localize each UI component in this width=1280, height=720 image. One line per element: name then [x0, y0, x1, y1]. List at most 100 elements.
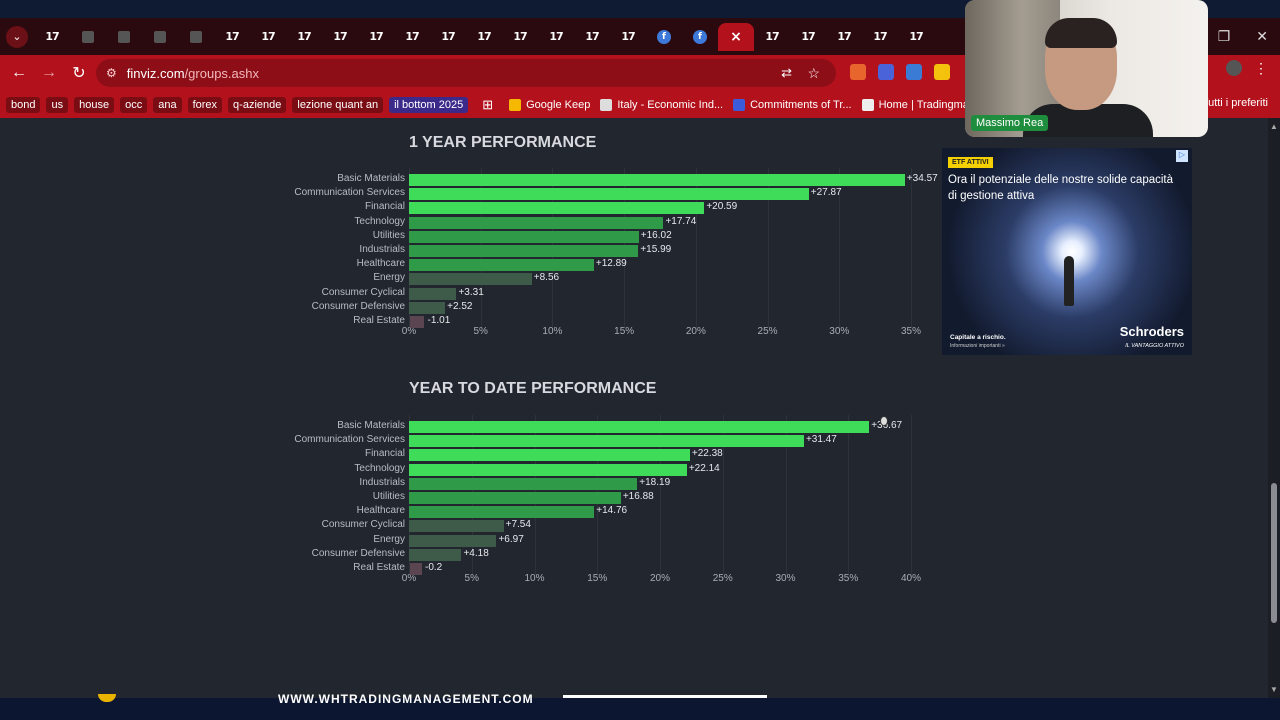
x-tick-label: 20%: [649, 573, 671, 584]
chart-tab-icon: [118, 30, 130, 43]
scroll-down-icon[interactable]: ▼: [1270, 685, 1278, 694]
bookmark-folder[interactable]: bond: [6, 96, 41, 113]
browser-tab[interactable]: [70, 23, 106, 51]
bookmark-folder[interactable]: il bottom 2025: [389, 96, 469, 113]
browser-tab[interactable]: [178, 23, 214, 51]
browser-tab[interactable]: f: [646, 23, 682, 51]
scroll-thumb[interactable]: [1271, 483, 1277, 623]
bookmark-folder[interactable]: forex: [187, 96, 223, 113]
apps-grid-icon[interactable]: ⊞: [482, 96, 494, 112]
bookmark-folder[interactable]: q-aziende: [228, 96, 287, 113]
adchoices-icon[interactable]: ▷: [1176, 150, 1188, 162]
performance-bar: [409, 174, 905, 186]
forward-icon[interactable]: →: [41, 64, 57, 81]
ad-info-link[interactable]: Informazioni importanti »: [950, 343, 1005, 349]
browser-tab[interactable]: 17: [322, 23, 358, 51]
menu-icon[interactable]: ⋮: [1254, 60, 1268, 76]
browser-tab[interactable]: 17: [214, 23, 250, 51]
bookmark-label: Italy - Economic Ind...: [617, 98, 724, 111]
url-field[interactable]: ⚙ finviz.com/groups.ashx ⇄ ☆: [96, 59, 836, 87]
browser-tab[interactable]: 17: [286, 23, 322, 51]
bookmark-folder[interactable]: occ: [120, 96, 148, 113]
profile-area: ⋮: [1226, 60, 1268, 77]
url-domain: finviz.com: [126, 65, 185, 81]
browser-tab[interactable]: [142, 23, 178, 51]
tradingview-icon: 17: [909, 30, 923, 43]
bookmark-link[interactable]: Commitments of Tr...: [733, 98, 852, 111]
browser-tab[interactable]: 17: [538, 23, 574, 51]
browser-tab[interactable]: [106, 23, 142, 51]
browser-tab[interactable]: 17: [826, 23, 862, 51]
bookmark-folder[interactable]: lezione quant an: [292, 96, 384, 113]
restore-window-icon[interactable]: ❐: [1217, 28, 1231, 44]
chart-gridline: [785, 415, 787, 575]
reload-icon[interactable]: ↻: [72, 65, 86, 82]
x-tick-label: 30%: [829, 326, 850, 337]
bookmark-favicon-icon: [600, 98, 613, 111]
scrollbar[interactable]: ▲ ▼: [1268, 118, 1280, 698]
bookmark-folder[interactable]: ana: [153, 96, 182, 113]
browser-tab[interactable]: 17: [862, 23, 898, 51]
x-tick-label: 30%: [775, 573, 796, 584]
value-label: +3.31: [458, 286, 484, 298]
x-tick-label: 15%: [587, 573, 608, 584]
chart-title: YEAR TO DATE PERFORMANCE: [409, 380, 657, 397]
extension-icon[interactable]: [934, 64, 950, 80]
tradingview-icon: 17: [873, 30, 887, 43]
chart-gridline: [911, 168, 912, 328]
category-label: Energy: [373, 533, 405, 545]
all-bookmarks-link[interactable]: Tutti i preferiti: [1201, 97, 1268, 109]
chart-gridline: [695, 168, 697, 328]
profile-avatar-icon[interactable]: [1226, 60, 1242, 76]
bookmark-link[interactable]: Home | Tradingman...: [861, 98, 984, 111]
scroll-up-icon[interactable]: ▲: [1270, 122, 1278, 131]
bookmark-link[interactable]: Italy - Economic Ind...: [600, 98, 724, 111]
bookmark-folder[interactable]: us: [46, 96, 69, 113]
browser-tab[interactable]: 17: [790, 23, 826, 51]
browser-tab[interactable]: 17: [898, 23, 934, 51]
translate-icon[interactable]: ⇄: [781, 65, 792, 80]
performance-bar: [409, 301, 446, 314]
bookmark-link[interactable]: Google Keep: [509, 98, 590, 111]
browser-tab[interactable]: 17: [430, 23, 466, 51]
tabs-container: 17 17 17 17 17 17 17 17 17 17 17 17 17 f f × 17 17 17 17 17: [34, 22, 934, 51]
browser-tab[interactable]: 17: [250, 23, 286, 51]
bookmark-star-icon[interactable]: ☆: [807, 64, 820, 81]
category-label: Consumer Cyclical: [321, 286, 405, 298]
finviz-icon: f: [657, 29, 671, 44]
extension-icon[interactable]: [878, 64, 894, 80]
performance-bar: [409, 449, 690, 462]
category-label: Industrials: [359, 244, 405, 255]
value-label: +14.76: [596, 505, 628, 517]
browser-tab[interactable]: f: [682, 23, 718, 51]
webcam-name-tag: Massimo Rea: [971, 115, 1049, 131]
tab-search-menu-icon[interactable]: ⌄: [6, 25, 28, 48]
extension-icon[interactable]: [906, 64, 922, 80]
browser-tab[interactable]: 17: [358, 23, 394, 51]
advertisement[interactable]: ▷ ETF ATTIVI Ora il potenziale delle nos…: [942, 148, 1192, 355]
browser-tab[interactable]: 17: [394, 23, 430, 51]
browser-tab[interactable]: 17: [34, 23, 70, 51]
browser-tab[interactable]: 17: [502, 23, 538, 51]
close-window-icon[interactable]: ✕: [1256, 28, 1268, 44]
back-icon[interactable]: ←: [11, 64, 27, 81]
tradingview-icon: 17: [405, 30, 419, 43]
x-tick-label: 35%: [900, 326, 922, 337]
browser-tab[interactable]: 17: [574, 23, 610, 51]
x-tick-label: 35%: [838, 573, 859, 584]
browser-tab[interactable]: ×: [718, 22, 754, 51]
browser-tab[interactable]: 17: [466, 23, 502, 51]
extension-icon[interactable]: [850, 64, 866, 80]
performance-bar: [409, 421, 870, 433]
tradingview-icon: 17: [441, 30, 455, 43]
site-info-icon[interactable]: ⚙: [106, 66, 117, 80]
browser-tab[interactable]: 17: [610, 23, 646, 51]
bookmark-folder[interactable]: house: [74, 96, 115, 113]
performance-bar: [409, 287, 457, 300]
category-label: Technology: [354, 462, 405, 474]
performance-bar: [409, 230, 639, 243]
browser-tab[interactable]: 17: [754, 23, 790, 51]
chart-gridline: [722, 415, 724, 575]
category-label: Real Estate: [353, 562, 405, 573]
category-label: Utilities: [372, 491, 405, 502]
